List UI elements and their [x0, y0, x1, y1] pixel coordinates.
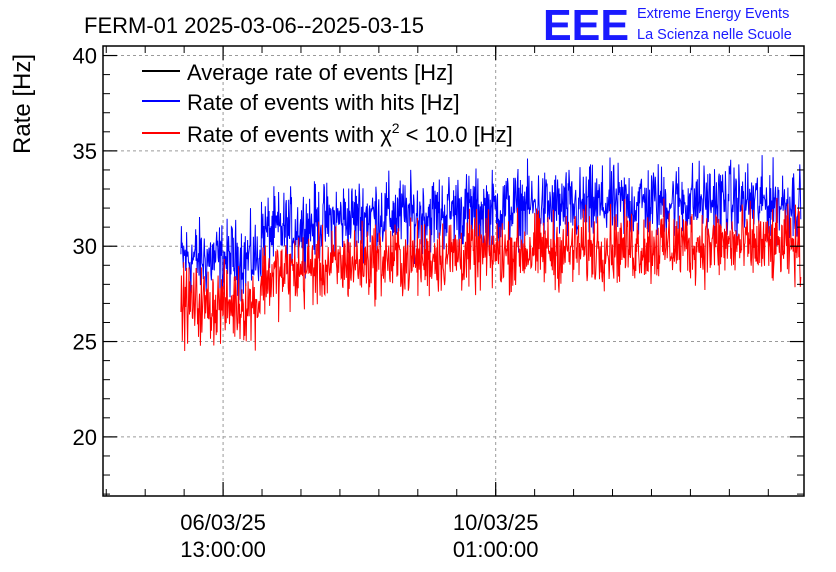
series-line — [180, 197, 802, 352]
eee-logo-line2: La Scienza nelle Scuole — [637, 27, 792, 43]
y-tick-label: 30 — [73, 234, 97, 259]
legend-entry: Rate of events with hits [Hz] — [187, 90, 460, 115]
eee-logo-line1: Extreme Energy Events — [637, 6, 789, 22]
y-tick-label: 25 — [73, 330, 97, 355]
chart-title: FERM-01 2025-03-06--2025-03-15 — [84, 13, 424, 38]
y-tick-label: 40 — [73, 44, 97, 69]
legend-entry: Rate of events with χ2 < 10.0 [Hz] — [187, 120, 513, 147]
x-tick-label: 10/03/25 — [453, 510, 539, 535]
plot-frame — [102, 45, 805, 497]
legend: Average rate of events [Hz] Rate of event… — [142, 60, 513, 147]
series-line — [180, 155, 802, 302]
y-tick-label: 35 — [73, 139, 97, 164]
eee-logo: EEE Extreme Energy Events La Scienza nel… — [543, 1, 792, 50]
x-tick-label: 06/03/25 — [180, 510, 266, 535]
x-tick-label: 01:00:00 — [453, 537, 539, 562]
eee-logo-mark: EEE — [543, 1, 629, 50]
y-tick-label: 20 — [73, 425, 97, 450]
y-axis-label: Rate [Hz] — [9, 54, 36, 154]
axis-ticks — [103, 46, 804, 496]
x-tick-label: 13:00:00 — [180, 537, 266, 562]
y-tick-labels: 20 25 30 35 40 — [73, 44, 97, 450]
series-layer — [180, 155, 802, 352]
legend-entry: Average rate of events [Hz] — [187, 60, 453, 85]
